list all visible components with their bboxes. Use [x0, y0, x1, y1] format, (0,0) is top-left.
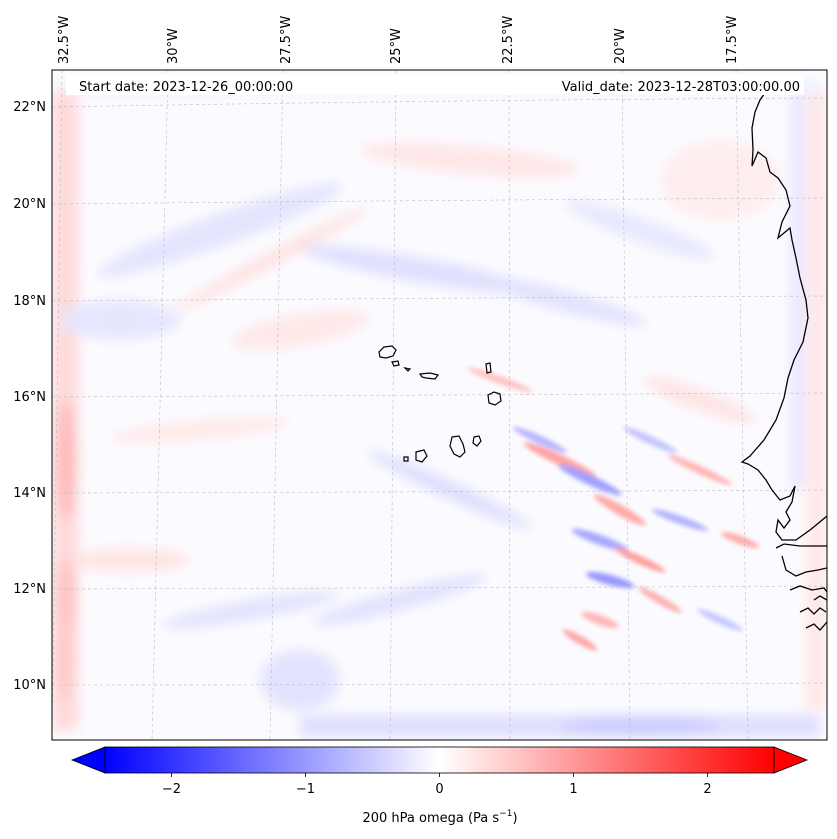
- lon-label-17-5w: 17.5°W: [725, 16, 740, 64]
- lon-label-32-5w: 32.5°W: [57, 16, 72, 64]
- header-strip: [66, 75, 804, 95]
- lat-label-14n: 14°N: [13, 486, 46, 501]
- lon-label-20w: 20°W: [613, 28, 628, 64]
- latitude-labels: 22°N 20°N 18°N 16°N 14°N 12°N 10°N: [13, 100, 46, 693]
- start-date-label: Start date: 2023-12-26_00:00:00: [79, 80, 293, 95]
- island-boa-vista: [487, 391, 502, 406]
- colorbar-tick-label: 0: [435, 782, 443, 797]
- colorbar-tick-label: −1: [296, 782, 315, 797]
- map-panel: [52, 70, 827, 740]
- convective-cluster: [467, 367, 759, 651]
- island-santo-antao: [378, 345, 397, 359]
- lat-label-16n: 16°N: [13, 390, 46, 405]
- colorbar-gradient: [104, 746, 775, 774]
- island-brava: [403, 456, 409, 462]
- map-frame: [51, 69, 828, 741]
- longitude-labels: 32.5°W 30°W 27.5°W 25°W 22.5°W 20°W 17.5…: [57, 16, 740, 64]
- colorbar-ticks: [171, 773, 708, 777]
- island-santa-luzia: [403, 367, 412, 372]
- gridlines: [52, 70, 827, 740]
- colorbar-extend-min: [70, 746, 106, 774]
- lat-label-18n: 18°N: [13, 294, 46, 309]
- colorbar-title-main: 200 hPa omega (Pa s: [362, 811, 499, 826]
- colorbar-extend-max: [773, 746, 809, 774]
- colorbar-tick-label: 2: [703, 782, 711, 797]
- island-sao-vicente: [391, 360, 400, 367]
- lon-label-22-5w: 22.5°W: [501, 16, 516, 64]
- lon-label-25w: 25°W: [389, 28, 404, 64]
- colorbar-title: 200 hPa omega (Pa s−1): [362, 809, 517, 826]
- colorbar-tick-label: 1: [569, 782, 577, 797]
- colorbar-title-close: ): [512, 811, 517, 826]
- lat-label-12n: 12°N: [13, 582, 46, 597]
- lat-label-22n: 22°N: [13, 100, 46, 115]
- valid-date-label: Valid_date: 2023-12-28T03:00:00.00: [562, 80, 800, 95]
- colorbar-title-superscript: −1: [499, 809, 512, 819]
- colorbar-tick-label: −2: [162, 782, 181, 797]
- lon-label-30w: 30°W: [166, 28, 181, 64]
- africa-coastline: [740, 89, 827, 631]
- island-fogo: [415, 449, 428, 463]
- island-sao-nicolau: [418, 372, 440, 380]
- lat-label-10n: 10°N: [13, 678, 46, 693]
- island-santiago: [449, 435, 466, 458]
- island-maio: [472, 435, 482, 447]
- omega-field: [52, 80, 827, 737]
- island-sal: [485, 362, 492, 374]
- colorbar: −2 −1 0 1 2 200 hPa omega (Pa s−1): [70, 746, 809, 826]
- cape-verde-islands: [378, 345, 502, 463]
- lon-label-27-5w: 27.5°W: [279, 16, 294, 64]
- lat-label-20n: 20°N: [13, 197, 46, 212]
